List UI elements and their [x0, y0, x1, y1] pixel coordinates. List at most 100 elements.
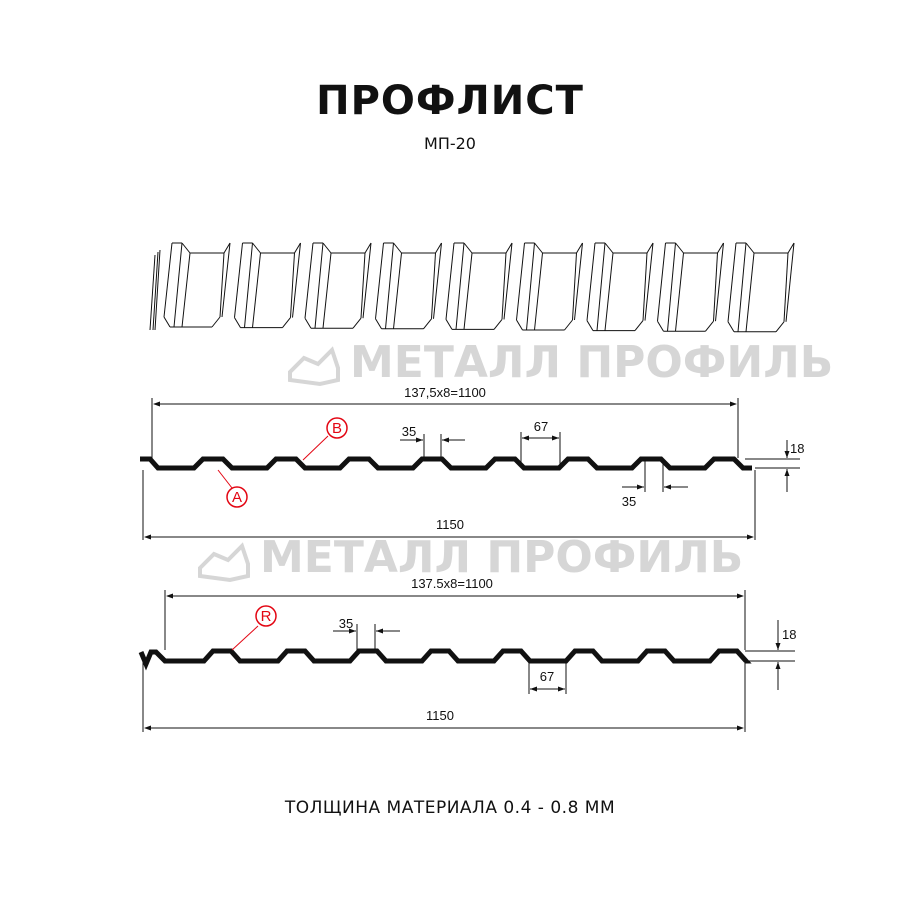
arrowhead	[664, 484, 671, 490]
watermark-text: МЕТАЛЛ ПРОФИЛЬ	[350, 337, 833, 388]
material-thickness: ТОЛЩИНА МАТЕРИАЛА 0.4 - 0.8 ММ	[284, 798, 616, 818]
sketch-edge	[393, 242, 402, 254]
arrowhead	[747, 534, 754, 540]
sketch-edge	[713, 252, 718, 322]
sketch-edge	[783, 252, 789, 322]
sketch-edge	[252, 242, 261, 254]
arrowhead	[558, 686, 565, 692]
marker-b-circle	[326, 417, 348, 439]
arrowhead	[442, 437, 449, 443]
sketch-edge	[322, 252, 332, 329]
arrowhead	[153, 401, 160, 407]
watermark-text: МЕТАЛЛ ПРОФИЛЬ	[260, 532, 743, 583]
sketch-edge	[173, 242, 183, 328]
arrowhead	[349, 628, 356, 634]
sketch-edge	[493, 319, 503, 330]
sketch-edge	[244, 242, 253, 328]
arrowhead	[166, 593, 173, 599]
sketch-edge	[516, 319, 523, 331]
arrowhead	[637, 484, 644, 490]
sketch-edge	[163, 242, 173, 318]
sketch-edge	[564, 319, 573, 331]
arrowhead	[416, 437, 423, 443]
sketch-edge	[393, 252, 402, 329]
arrowhead	[784, 451, 790, 458]
model-subtitle: МП-20	[424, 134, 476, 153]
sketch-edge	[634, 320, 644, 331]
sketch-edge	[455, 242, 465, 330]
sketch-edge	[727, 321, 735, 333]
sketch-edge	[574, 242, 583, 321]
sketch-edge	[667, 242, 676, 332]
sketch-edge	[586, 320, 594, 331]
top-width-label: 35	[402, 424, 416, 439]
sketch-edge	[785, 242, 795, 322]
arrowhead	[775, 643, 781, 650]
sketch-edge	[385, 242, 394, 329]
sketch-edge	[223, 242, 231, 254]
height-label: 18	[782, 627, 796, 642]
watermark-logo-icon	[288, 346, 340, 387]
sketch-edge	[364, 242, 372, 254]
sketch-edge	[501, 252, 507, 320]
sketch-edge	[362, 242, 372, 319]
sketch-edge	[745, 242, 755, 254]
sketch-edge	[431, 252, 436, 319]
marker-a-circle	[226, 486, 248, 508]
sketch-edge	[181, 252, 191, 328]
sketch-edge	[717, 242, 724, 254]
sketch-edge	[360, 252, 366, 319]
arrowhead	[530, 686, 537, 692]
dimension-arrows	[144, 401, 790, 731]
sketch-edge	[642, 252, 648, 321]
sketch-edge	[463, 252, 473, 330]
sketch-edge	[596, 242, 606, 331]
sketch-edge	[292, 242, 301, 318]
sketch-edge	[675, 252, 684, 332]
sketch-edge	[294, 242, 301, 254]
watermark-logo-icon	[198, 542, 250, 583]
sketch-edge	[282, 317, 291, 328]
sketch-edge	[604, 252, 614, 331]
sketch-edge	[163, 316, 171, 328]
sketch-edge	[526, 242, 535, 331]
sketch-edge	[352, 317, 362, 329]
bottom-width-label: 67	[540, 669, 554, 684]
leader-b	[302, 435, 329, 461]
arrowhead	[784, 469, 790, 476]
marker-r: R	[261, 608, 272, 625]
sketch-edge	[314, 242, 324, 329]
sketch-edge	[516, 242, 525, 321]
sketch-edge	[737, 242, 747, 332]
watermark-1: МЕТАЛЛ ПРОФИЛЬ	[288, 337, 833, 388]
sketch-edge	[534, 252, 543, 331]
sketch-edge	[657, 242, 666, 322]
rib-width-label: 35	[622, 494, 636, 509]
sketch-edge	[657, 320, 664, 332]
marker-r-circle	[255, 605, 277, 627]
profile-a: 137,5x8=1100 1150 35 67 35 18 A B	[140, 385, 804, 540]
sketch-edge	[304, 317, 312, 329]
page-title: ПРОФЛИСТ	[316, 78, 584, 124]
sketch-edge	[304, 242, 314, 319]
pitch-label: 137,5x8=1100	[404, 385, 486, 400]
sketch-edge	[219, 252, 225, 318]
sketch-edge	[445, 319, 453, 330]
sketch-edge	[675, 242, 684, 254]
sketch-edge	[586, 242, 596, 321]
marker-b: B	[332, 420, 342, 437]
sketch-edge	[423, 318, 432, 330]
sketch-edge	[576, 242, 583, 254]
sketch-edge	[445, 242, 455, 320]
watermark-2: МЕТАЛЛ ПРОФИЛЬ	[198, 532, 743, 583]
sketch-edge	[154, 249, 161, 331]
sketch-edge	[234, 242, 243, 318]
arrowhead	[737, 593, 744, 599]
sketch-edge	[433, 242, 442, 319]
sketch-edge	[534, 242, 543, 254]
pitch-label: 137.5x8=1100	[411, 576, 493, 591]
profile-r-outline	[138, 648, 752, 671]
sketch-edge	[505, 242, 513, 254]
sketch-edge	[234, 317, 241, 328]
